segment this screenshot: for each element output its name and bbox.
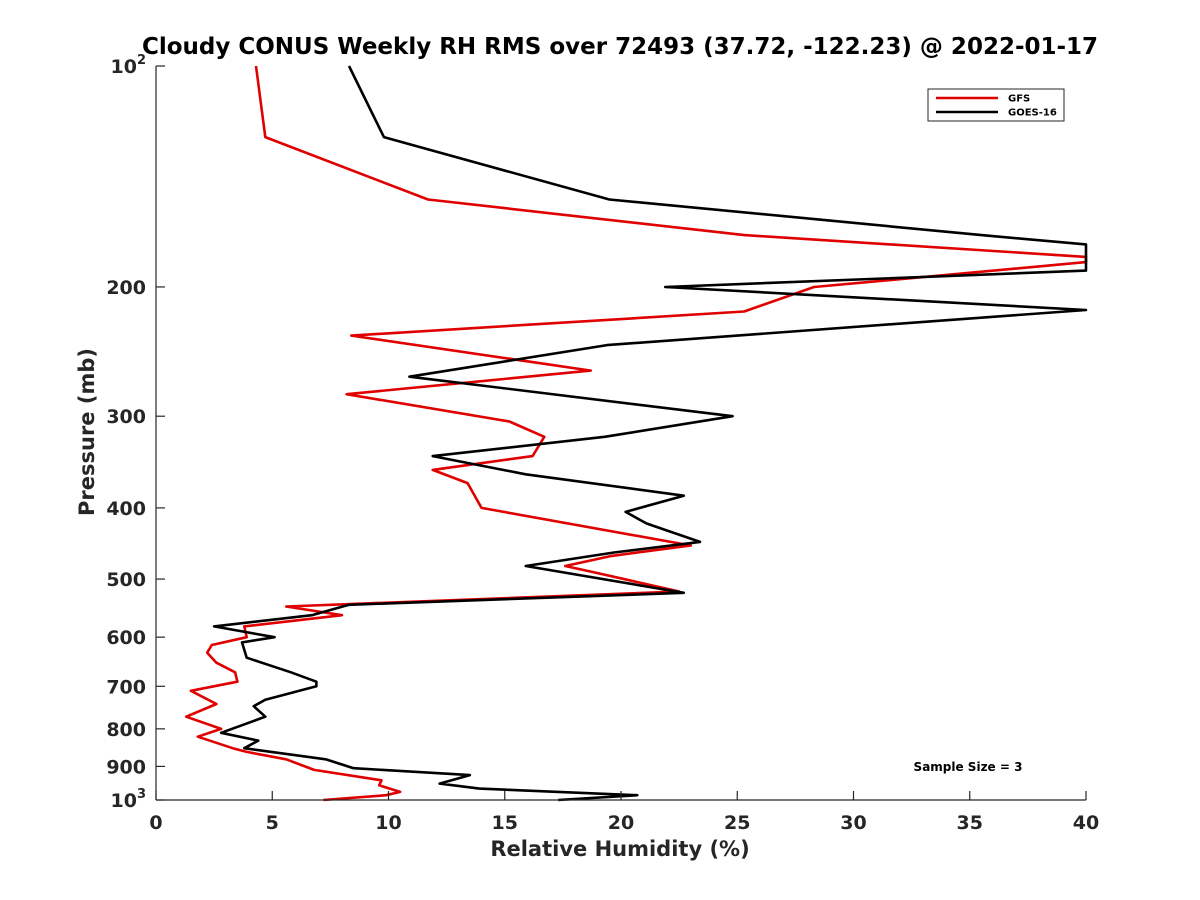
x-tick-label: 25 xyxy=(724,812,750,834)
x-tick-label: 5 xyxy=(266,812,279,834)
legend-label: GFS xyxy=(1008,94,1030,105)
axes: 0 5 10 15 20 25 30 35 40 102 200 300 400 500 600 700 800… xyxy=(106,53,1099,834)
sample-size-annotation: Sample Size = 3 xyxy=(914,760,1023,774)
x-tick-label: 40 xyxy=(1073,812,1099,834)
legend-label: GOES-16 xyxy=(1008,108,1057,119)
y-tick-label: 200 xyxy=(106,277,146,299)
y-tick-label: 900 xyxy=(106,756,146,778)
plot-area xyxy=(184,65,1088,802)
y-tick-label: 400 xyxy=(106,498,146,520)
x-tick-label: 15 xyxy=(492,812,518,834)
x-tick-label: 0 xyxy=(149,812,162,834)
y-tick-label: 102 xyxy=(111,53,147,78)
series-line-goes-16 xyxy=(212,65,1088,802)
x-tick-label: 20 xyxy=(608,812,634,834)
y-tick-label: 103 xyxy=(111,787,147,812)
legend-box xyxy=(927,88,1065,122)
x-axis-label: Relative Humidity (%) xyxy=(490,837,749,861)
y-tick-label: 300 xyxy=(106,406,146,428)
x-tick-label: 35 xyxy=(957,812,983,834)
legend: GFS GOES-16 xyxy=(927,88,1065,122)
y-tick-label: 600 xyxy=(106,627,146,649)
y-axis-label: Pressure (mb) xyxy=(75,348,99,516)
y-tick-label: 700 xyxy=(106,676,146,698)
x-tick-label: 30 xyxy=(840,812,866,834)
chart-title: Cloudy CONUS Weekly RH RMS over 72493 (3… xyxy=(142,34,1098,60)
y-tick-label: 500 xyxy=(106,569,146,591)
y-tick-label: 800 xyxy=(106,719,146,741)
x-tick-label: 10 xyxy=(375,812,401,834)
series-line-gfs xyxy=(184,65,1088,802)
